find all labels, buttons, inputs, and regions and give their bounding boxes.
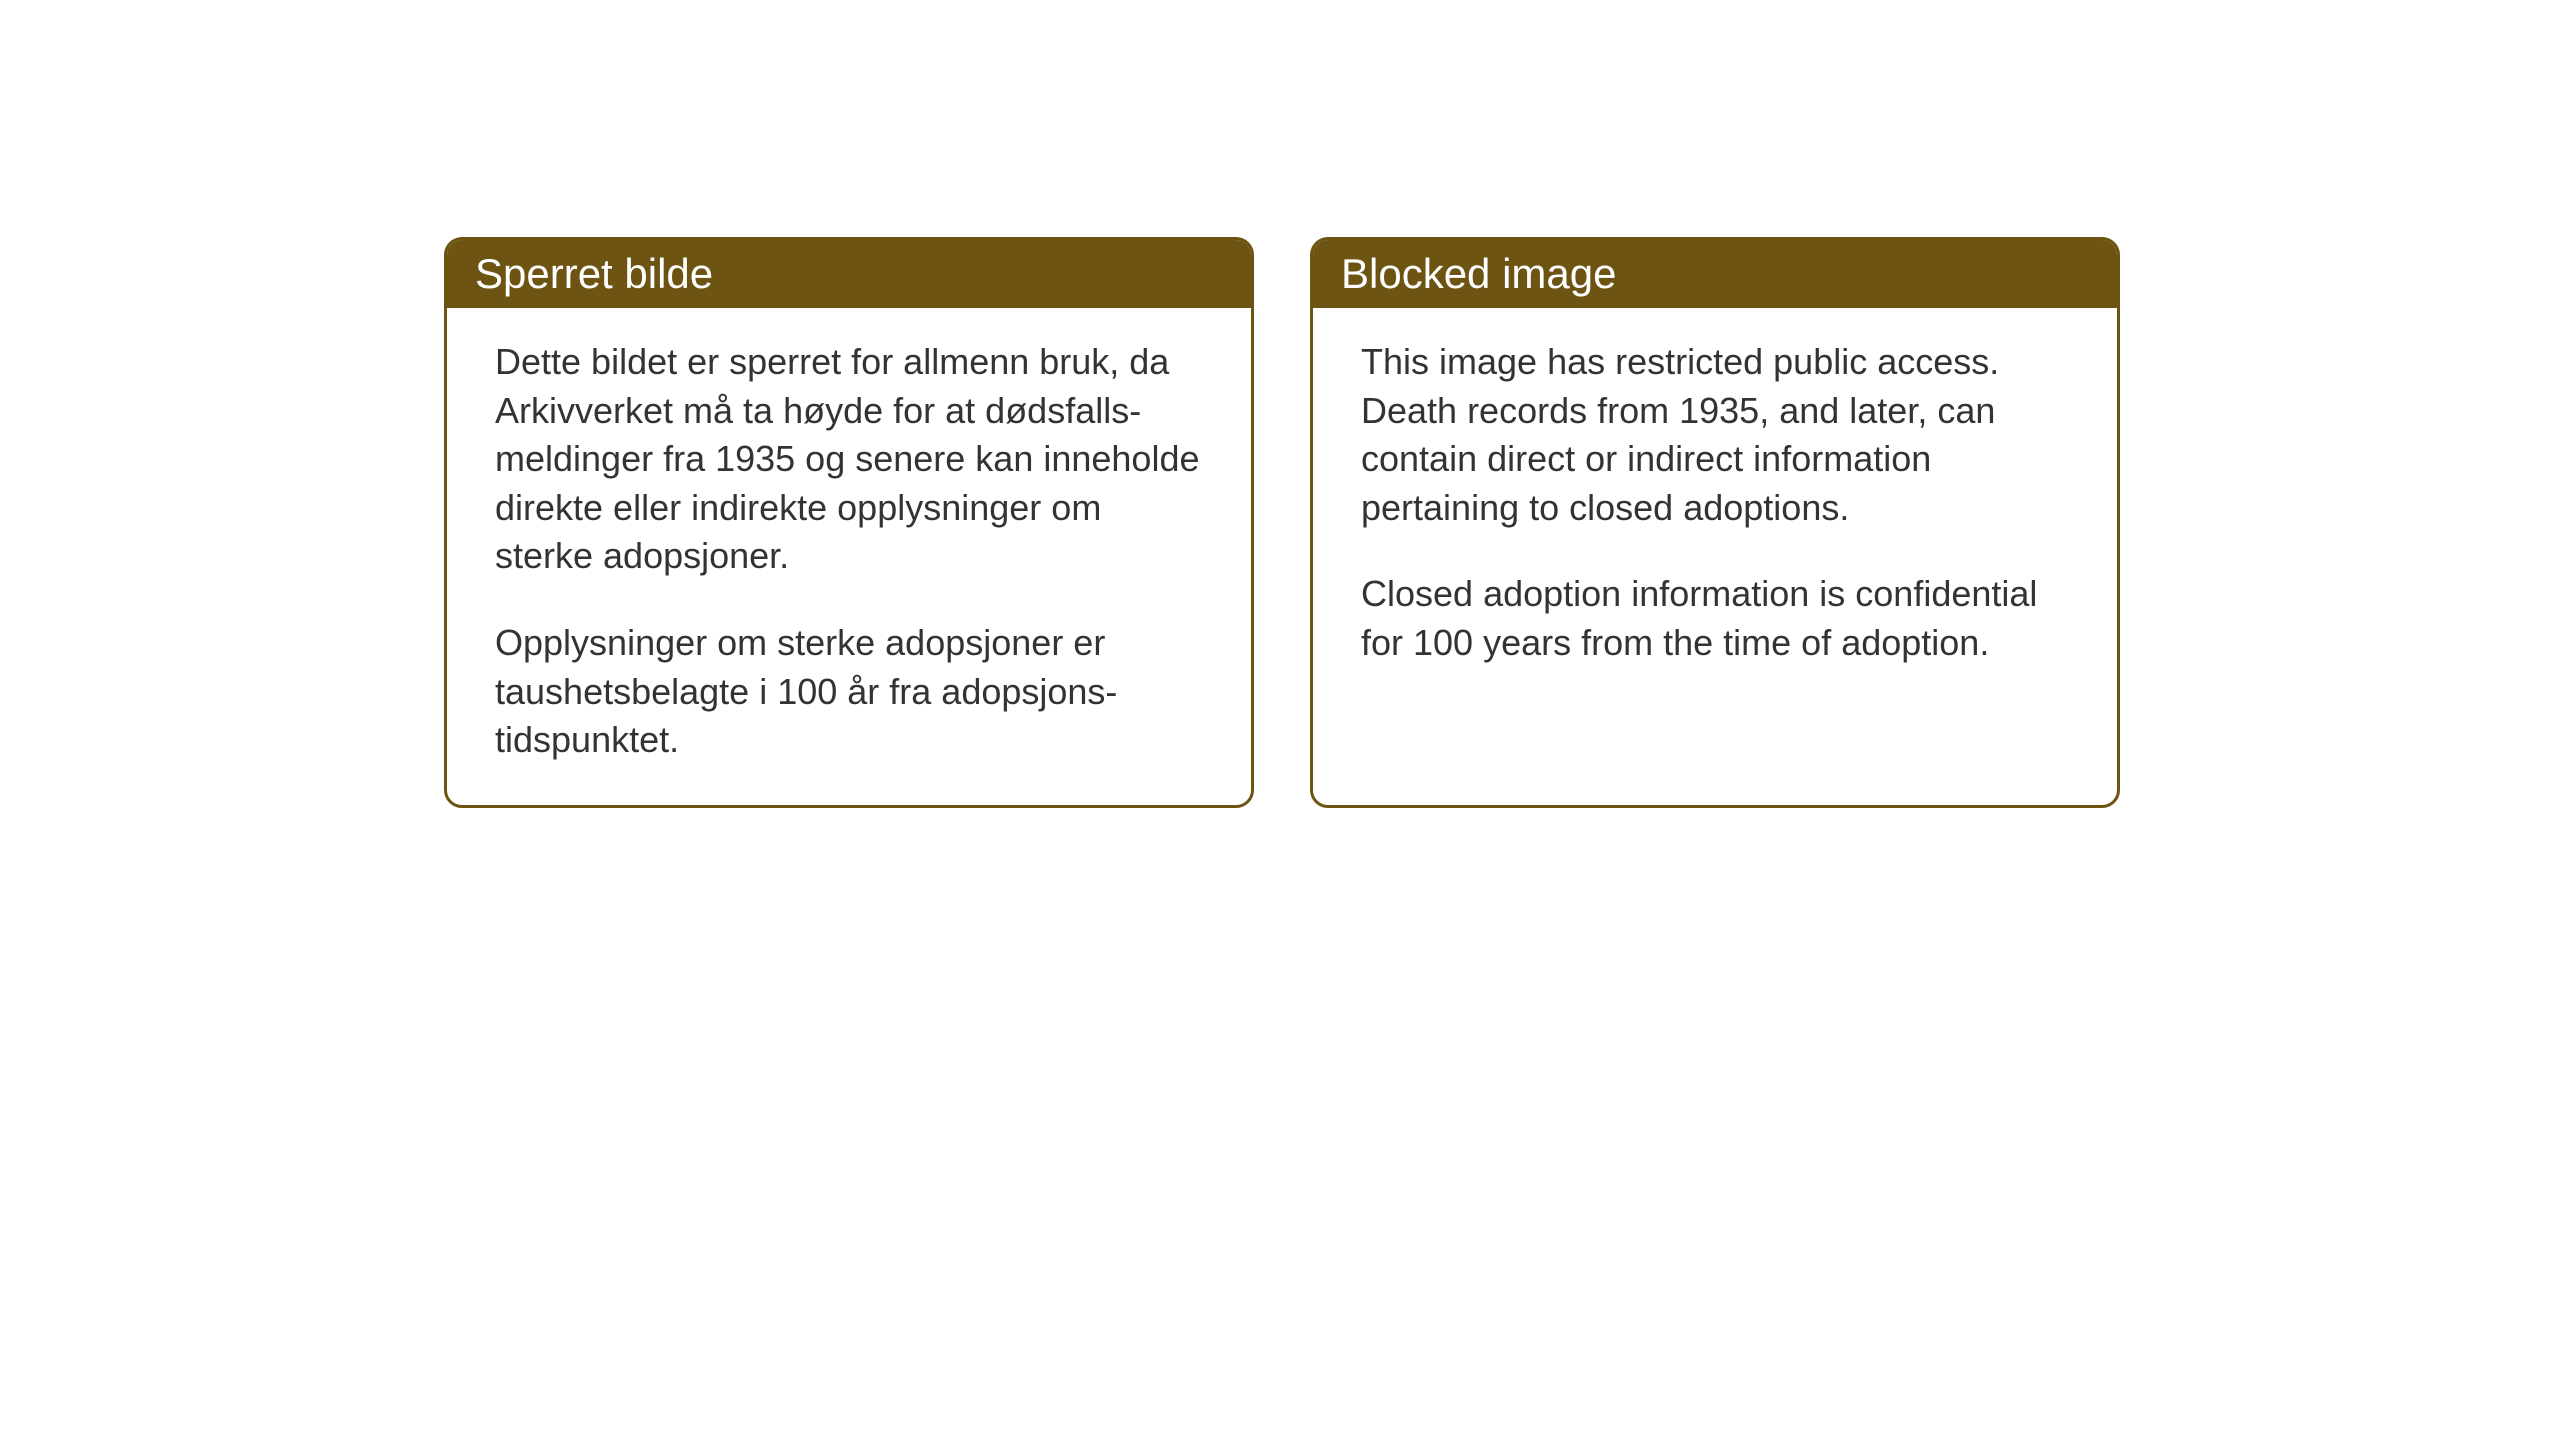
card-header-norwegian: Sperret bilde: [447, 240, 1251, 308]
card-body-english: This image has restricted public access.…: [1313, 308, 2117, 708]
card-body-norwegian: Dette bildet er sperret for allmenn bruk…: [447, 308, 1251, 805]
notice-card-norwegian: Sperret bilde Dette bildet er sperret fo…: [444, 237, 1254, 808]
card-paragraph: Opplysninger om sterke adopsjoner er tau…: [495, 619, 1203, 765]
card-paragraph: This image has restricted public access.…: [1361, 338, 2069, 532]
notice-container: Sperret bilde Dette bildet er sperret fo…: [444, 237, 2120, 808]
card-paragraph: Closed adoption information is confident…: [1361, 570, 2069, 667]
notice-card-english: Blocked image This image has restricted …: [1310, 237, 2120, 808]
card-paragraph: Dette bildet er sperret for allmenn bruk…: [495, 338, 1203, 581]
card-title: Blocked image: [1341, 250, 1616, 297]
card-header-english: Blocked image: [1313, 240, 2117, 308]
card-title: Sperret bilde: [475, 250, 713, 297]
